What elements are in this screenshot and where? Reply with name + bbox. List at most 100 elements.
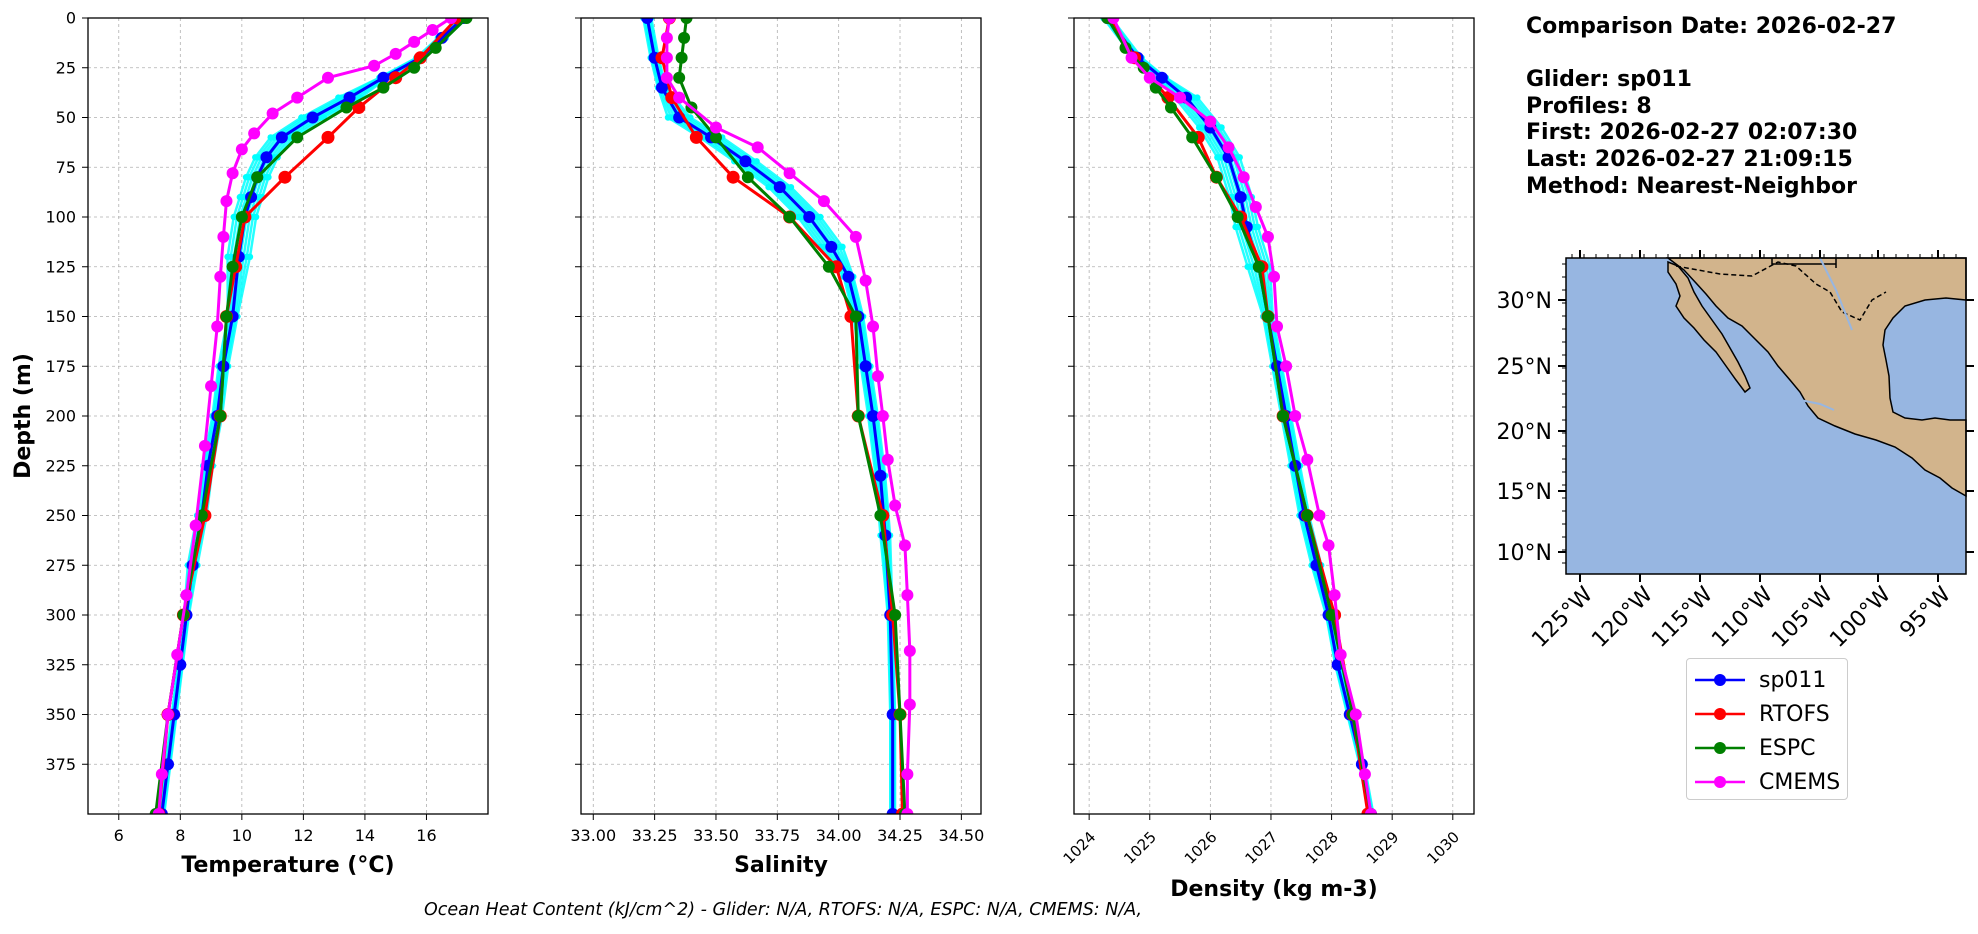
- series-point-cmems: [1125, 51, 1138, 64]
- info-spacer: [1526, 41, 1896, 68]
- series-point-cmems: [1322, 539, 1335, 552]
- series-point-cmems: [226, 167, 239, 180]
- series-point-cmems: [709, 121, 722, 134]
- legend-swatch-espc: [1695, 742, 1745, 754]
- panel-3: 1024 1025 1026 1027 1028 1029 1030 Density (kg …: [1060, 17, 1475, 902]
- x-axis-label: Salinity: [734, 853, 828, 878]
- series-point-espc: [673, 71, 686, 84]
- method: Method: Nearest-Neighbor: [1526, 173, 1857, 199]
- map-lat-label: 10°N: [1497, 541, 1552, 566]
- x-tick-label: 14: [355, 826, 375, 845]
- map-land-mexico: [1665, 257, 1967, 498]
- series-point-cmems: [663, 18, 676, 24]
- series-point-cmems: [1261, 230, 1274, 243]
- series-point-cmems: [1358, 768, 1371, 781]
- series-point-cmems: [1313, 509, 1326, 522]
- y-tick-label: 375: [45, 755, 76, 774]
- series-point-espc: [1231, 211, 1244, 223]
- x-tick-label: 34.25: [877, 826, 923, 845]
- series-point-cmems: [903, 644, 916, 657]
- panel-2: 33.00 33.25 33.50 33.75 34.00 34.25 34.50 Salin…: [570, 17, 984, 878]
- x-tick-label: 1026: [1181, 828, 1221, 868]
- series-point-cmems: [660, 71, 673, 84]
- y-tick-label: 50: [56, 108, 76, 127]
- series-point-espc: [195, 509, 208, 522]
- series-point-sp011: [275, 131, 288, 144]
- series-point-sp011: [803, 211, 816, 223]
- series-point-cmems: [1222, 141, 1235, 154]
- series-point-cmems: [171, 648, 184, 661]
- map-us-mexico-border: [1675, 261, 1887, 321]
- legend-item-sp011: sp011: [1695, 663, 1826, 697]
- series-point-espc: [741, 171, 754, 184]
- series-point-cmems: [205, 380, 218, 393]
- glider-profile-point: [839, 243, 846, 251]
- series-point-cmems: [849, 230, 862, 243]
- legend-swatch-rtofs: [1695, 708, 1745, 720]
- legend-label: sp011: [1759, 667, 1827, 693]
- y-tick-label: 200: [45, 407, 76, 426]
- panel-1: 6 8 10 12 14 16 0 25 50 75 100 125 150 175 200 225 250 27…: [11, 9, 489, 878]
- series-point-espc: [377, 81, 390, 94]
- x-tick-label: 6: [114, 826, 124, 845]
- series-point-espc: [709, 131, 722, 144]
- series-point-cmems: [1204, 115, 1217, 128]
- map-land-baja: [1667, 260, 1751, 394]
- x-tick-label: 8: [175, 826, 185, 845]
- ocean-heat-content: Ocean Heat Content (kJ/cm^2) - Glider: N…: [424, 900, 1143, 920]
- x-tick-label: 1025: [1120, 828, 1160, 868]
- glider-profile-point: [1236, 154, 1243, 161]
- series-point-espc: [1261, 310, 1274, 323]
- map-lon-label: 115°W: [1647, 582, 1718, 653]
- x-tick-label: 33.00: [570, 826, 616, 845]
- x-tick-label: 1029: [1363, 828, 1403, 868]
- series-point-cmems: [1328, 589, 1341, 602]
- series-point-espc: [340, 101, 353, 114]
- map-lat-label: 25°N: [1497, 355, 1552, 380]
- series-line-cmems: [665, 18, 912, 814]
- series-point-cmems: [1107, 18, 1120, 24]
- x-tick-label: 33.25: [632, 826, 678, 845]
- series-point-cmems: [1364, 808, 1377, 814]
- comparison-date: Comparison Date: 2026-02-27: [1526, 14, 1897, 39]
- series-point-cmems: [368, 59, 381, 72]
- map-lat-label: 15°N: [1497, 480, 1552, 505]
- x-tick-label: 1024: [1060, 828, 1100, 868]
- location-map: 30°N 25°N 20°N 15°N 10°N 125°W120°W115°W110°W…: [1497, 250, 1974, 653]
- series-point-espc: [852, 410, 865, 422]
- legend-label: RTOFS: [1759, 701, 1830, 727]
- series-point-cmems: [155, 768, 168, 781]
- glider-profile-point: [246, 253, 254, 260]
- series-point-cmems: [898, 539, 911, 552]
- plot-frame: [1073, 17, 1475, 815]
- legend: sp011 RTOFS ESPC CMEMS: [1686, 658, 1848, 800]
- series-point-sp011: [867, 410, 880, 422]
- y-tick-label: 125: [45, 257, 76, 276]
- series-point-cmems: [1301, 453, 1314, 466]
- legend-label: ESPC: [1759, 735, 1816, 761]
- series-point-espc: [220, 310, 233, 323]
- series-point-cmems: [1280, 360, 1293, 373]
- map-lon-label: 95°W: [1895, 582, 1956, 643]
- series-point-rtofs: [321, 130, 335, 144]
- glider-profile-line: [648, 18, 896, 814]
- series-point-espc: [894, 708, 907, 721]
- series-point-cmems: [445, 18, 458, 24]
- x-tick-label: 33.75: [754, 826, 800, 845]
- series-point-cmems: [291, 91, 304, 104]
- series-point-cmems: [901, 589, 914, 602]
- series-point-cmems: [322, 71, 334, 84]
- series-point-sp011: [260, 151, 273, 164]
- series-point-sp011: [641, 18, 654, 24]
- legend-item-espc: ESPC: [1695, 731, 1816, 765]
- series-point-cmems: [673, 91, 686, 104]
- series-point-sp011: [859, 360, 872, 373]
- x-tick-label: 34.00: [816, 826, 862, 845]
- series-point-sp011: [377, 71, 390, 84]
- series-point-espc: [889, 609, 902, 621]
- series-point-cmems: [889, 499, 902, 512]
- y-tick-label: 175: [45, 357, 76, 376]
- series-point-espc: [874, 509, 887, 522]
- series-point-espc: [680, 18, 693, 24]
- series-point-cmems: [1237, 171, 1250, 184]
